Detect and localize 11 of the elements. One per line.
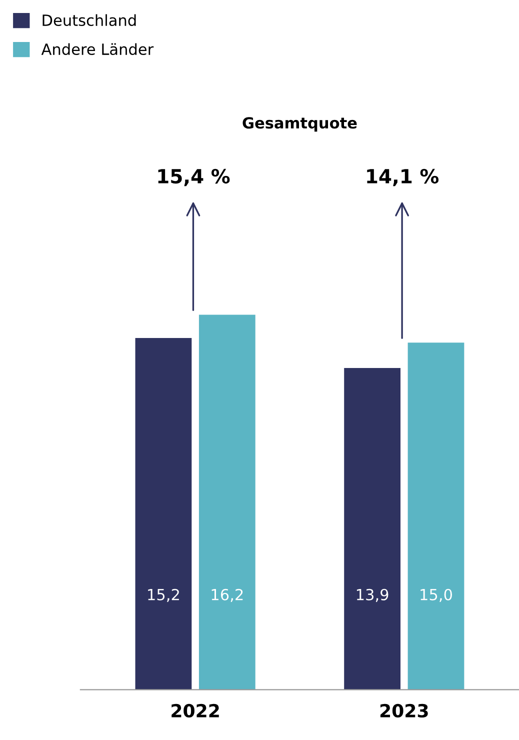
legend-label: Deutschland	[42, 14, 136, 26]
data-label: 15,0	[420, 588, 452, 602]
chart-title: Gesamtquote	[242, 117, 357, 132]
text: 14,1 %	[367, 168, 439, 186]
x-tick-label: 2023	[380, 704, 428, 718]
text: 15,4 %	[158, 168, 230, 186]
data-label: 13,9	[356, 588, 388, 602]
x-tick-label: 2022	[172, 704, 219, 718]
data-label: 16,2	[212, 588, 243, 602]
data-label: 15,2	[148, 588, 179, 602]
legend-label: Andere Länder	[41, 43, 154, 56]
